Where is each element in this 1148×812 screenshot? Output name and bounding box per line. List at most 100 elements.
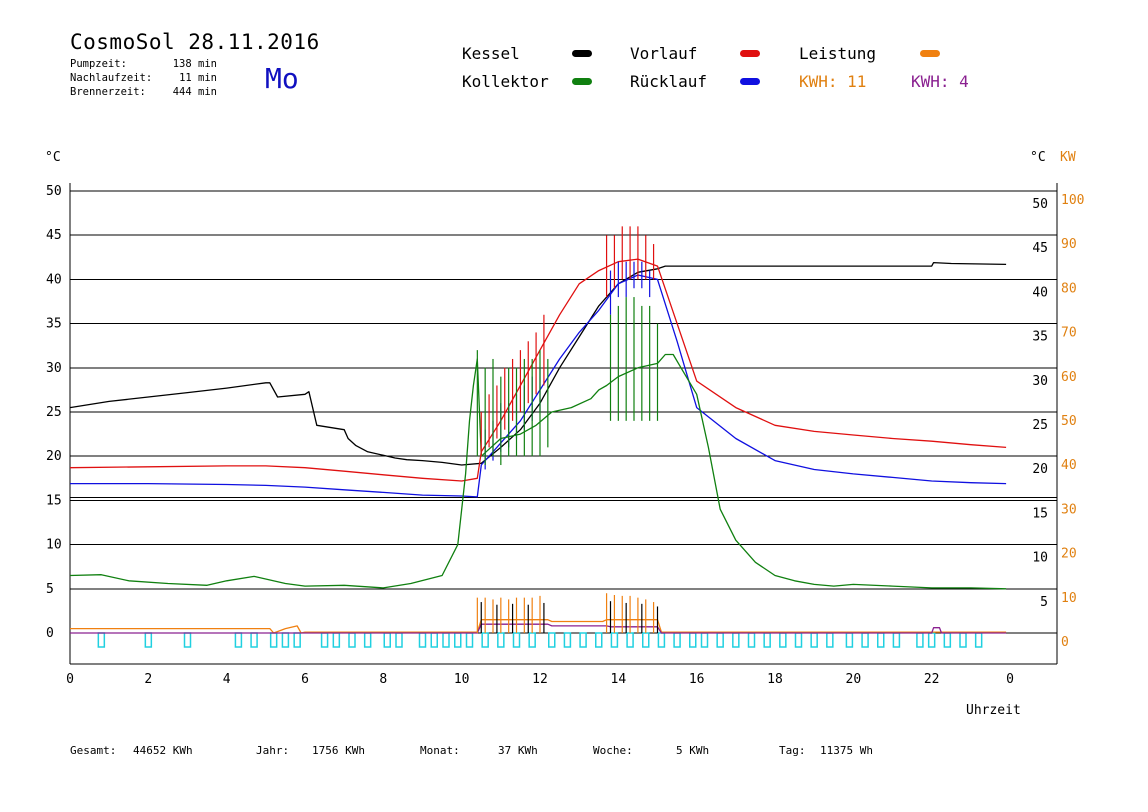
y-tick-right-50: 50 (1032, 197, 1048, 212)
footer-tag-value: 11375 Wh (820, 744, 873, 757)
footer-woche-value: 5 KWh (676, 744, 710, 757)
pump-mark-9 (332, 632, 341, 648)
pump-mark-14 (418, 632, 427, 648)
y-axis-title-kw: KW (1060, 150, 1076, 165)
series-line-kessel-0 (69, 261, 1007, 466)
tick-labels: 0510152025303540455051015202530354045500… (46, 184, 1084, 687)
kw-tick-30: 30 (1061, 502, 1077, 517)
y-tick-left-10: 10 (46, 538, 62, 553)
pump-mark-4 (250, 632, 258, 648)
kw-tick-100: 100 (1061, 193, 1084, 208)
stat-brenner-label: Brennerzeit: (70, 86, 146, 98)
pump-mark-30 (657, 632, 666, 648)
y-tick-left-50: 50 (46, 184, 62, 199)
kw-tick-0: 0 (1061, 635, 1069, 650)
x-tick-8: 16 (689, 672, 705, 687)
pump-mark-17 (454, 632, 462, 648)
series-line-kwh-5 (70, 623, 1007, 634)
x-tick-2: 4 (223, 672, 231, 687)
pump-mark-38 (779, 632, 787, 648)
legend-ruecklauf-swatch (740, 78, 760, 85)
axes (69, 183, 1058, 665)
y-axis-title-right: °C (1030, 150, 1046, 165)
y-axis-title-left: °C (45, 150, 61, 165)
footer-monat-value: 37 KWh (498, 744, 538, 757)
y-tick-left-45: 45 (46, 228, 62, 243)
pump-mark-0 (97, 632, 106, 648)
legend-kollektor-label: Kollektor (462, 72, 549, 91)
pump-mark-50 (974, 632, 983, 648)
chart-title: CosmoSol 28.11.2016 (70, 30, 320, 54)
weekday-label: Mo (265, 62, 299, 95)
pump-mark-28 (626, 632, 634, 648)
x-tick-6: 12 (532, 672, 548, 687)
pump-mark-6 (281, 632, 290, 648)
kw-tick-20: 20 (1061, 547, 1077, 562)
y-tick-right-35: 35 (1032, 330, 1048, 345)
pump-mark-46 (916, 632, 924, 648)
pump-mark-34 (716, 632, 724, 648)
grid-lines (70, 190, 1057, 634)
x-axis-title: Uhrzeit (966, 703, 1021, 718)
pump-mark-5 (269, 632, 278, 648)
pump-mark-42 (845, 632, 854, 648)
pump-mark-45 (892, 632, 901, 648)
pump-mark-26 (595, 632, 603, 648)
pump-mark-25 (579, 632, 587, 648)
pump-mark-7 (293, 632, 301, 648)
pump-mark-1 (144, 632, 153, 648)
pump-mark-20 (497, 632, 505, 648)
y-tick-right-40: 40 (1032, 285, 1048, 300)
footer-jahr-value: 1756 KWh (312, 744, 365, 757)
x-tick-7: 14 (611, 672, 627, 687)
stat-nachlauf-label: Nachlaufzeit: (70, 72, 153, 84)
y-tick-left-15: 15 (46, 493, 62, 508)
legend-leistung-label: Leistung (799, 44, 877, 63)
y-tick-left-35: 35 (46, 317, 62, 332)
pump-mark-11 (363, 632, 372, 648)
x-tick-10: 20 (846, 672, 862, 687)
pump-mark-39 (794, 632, 803, 648)
y-tick-right-15: 15 (1032, 506, 1048, 521)
series-line-vorlauf-1 (69, 258, 1007, 482)
y-tick-right-25: 25 (1032, 418, 1048, 433)
kw-tick-80: 80 (1061, 281, 1077, 296)
series-line-kollektor-3 (69, 353, 1007, 590)
pump-mark-16 (442, 632, 450, 648)
legend-kollektor-swatch (572, 78, 592, 85)
series-line-rcklauf-2 (70, 274, 1007, 498)
pump-mark-40 (810, 632, 818, 648)
stat-pump-value: 138 min (172, 58, 217, 70)
stat-brenner-value: 444 min (172, 86, 217, 98)
legend-ruecklauf-label: Rücklauf (630, 72, 708, 91)
pump-mark-44 (877, 632, 885, 648)
pump-mark-8 (320, 632, 329, 648)
pump-mark-35 (732, 632, 740, 648)
pump-mark-24 (563, 632, 572, 648)
legend-kwh1: KWH: 11 (799, 72, 867, 91)
pump-mark-22 (528, 632, 536, 648)
pump-mark-3 (234, 632, 243, 648)
footer-tag-label: Tag: (779, 744, 806, 757)
kw-tick-50: 50 (1061, 414, 1077, 429)
footer-gesamt-value: 44652 KWh (133, 744, 193, 757)
y-tick-left-30: 30 (46, 361, 62, 376)
legend-vorlauf-label: Vorlauf (630, 44, 698, 63)
series-line-leistung-4 (70, 619, 1007, 634)
legend-kessel-label: Kessel (462, 44, 520, 63)
x-tick-1: 2 (144, 672, 152, 687)
stat-nachlauf-value: 11 min (179, 72, 217, 84)
pump-mark-37 (763, 632, 771, 648)
y-tick-left-0: 0 (46, 626, 54, 641)
pump-mark-43 (861, 632, 869, 648)
kw-tick-10: 10 (1061, 591, 1077, 606)
x-tick-3: 6 (301, 672, 309, 687)
y-tick-left-25: 25 (46, 405, 62, 420)
pump-mark-12 (383, 632, 391, 648)
kw-tick-70: 70 (1061, 326, 1077, 341)
y-tick-left-5: 5 (46, 582, 54, 597)
pump-mark-23 (548, 632, 556, 648)
x-tick-9: 18 (767, 672, 783, 687)
kw-tick-40: 40 (1061, 458, 1077, 473)
